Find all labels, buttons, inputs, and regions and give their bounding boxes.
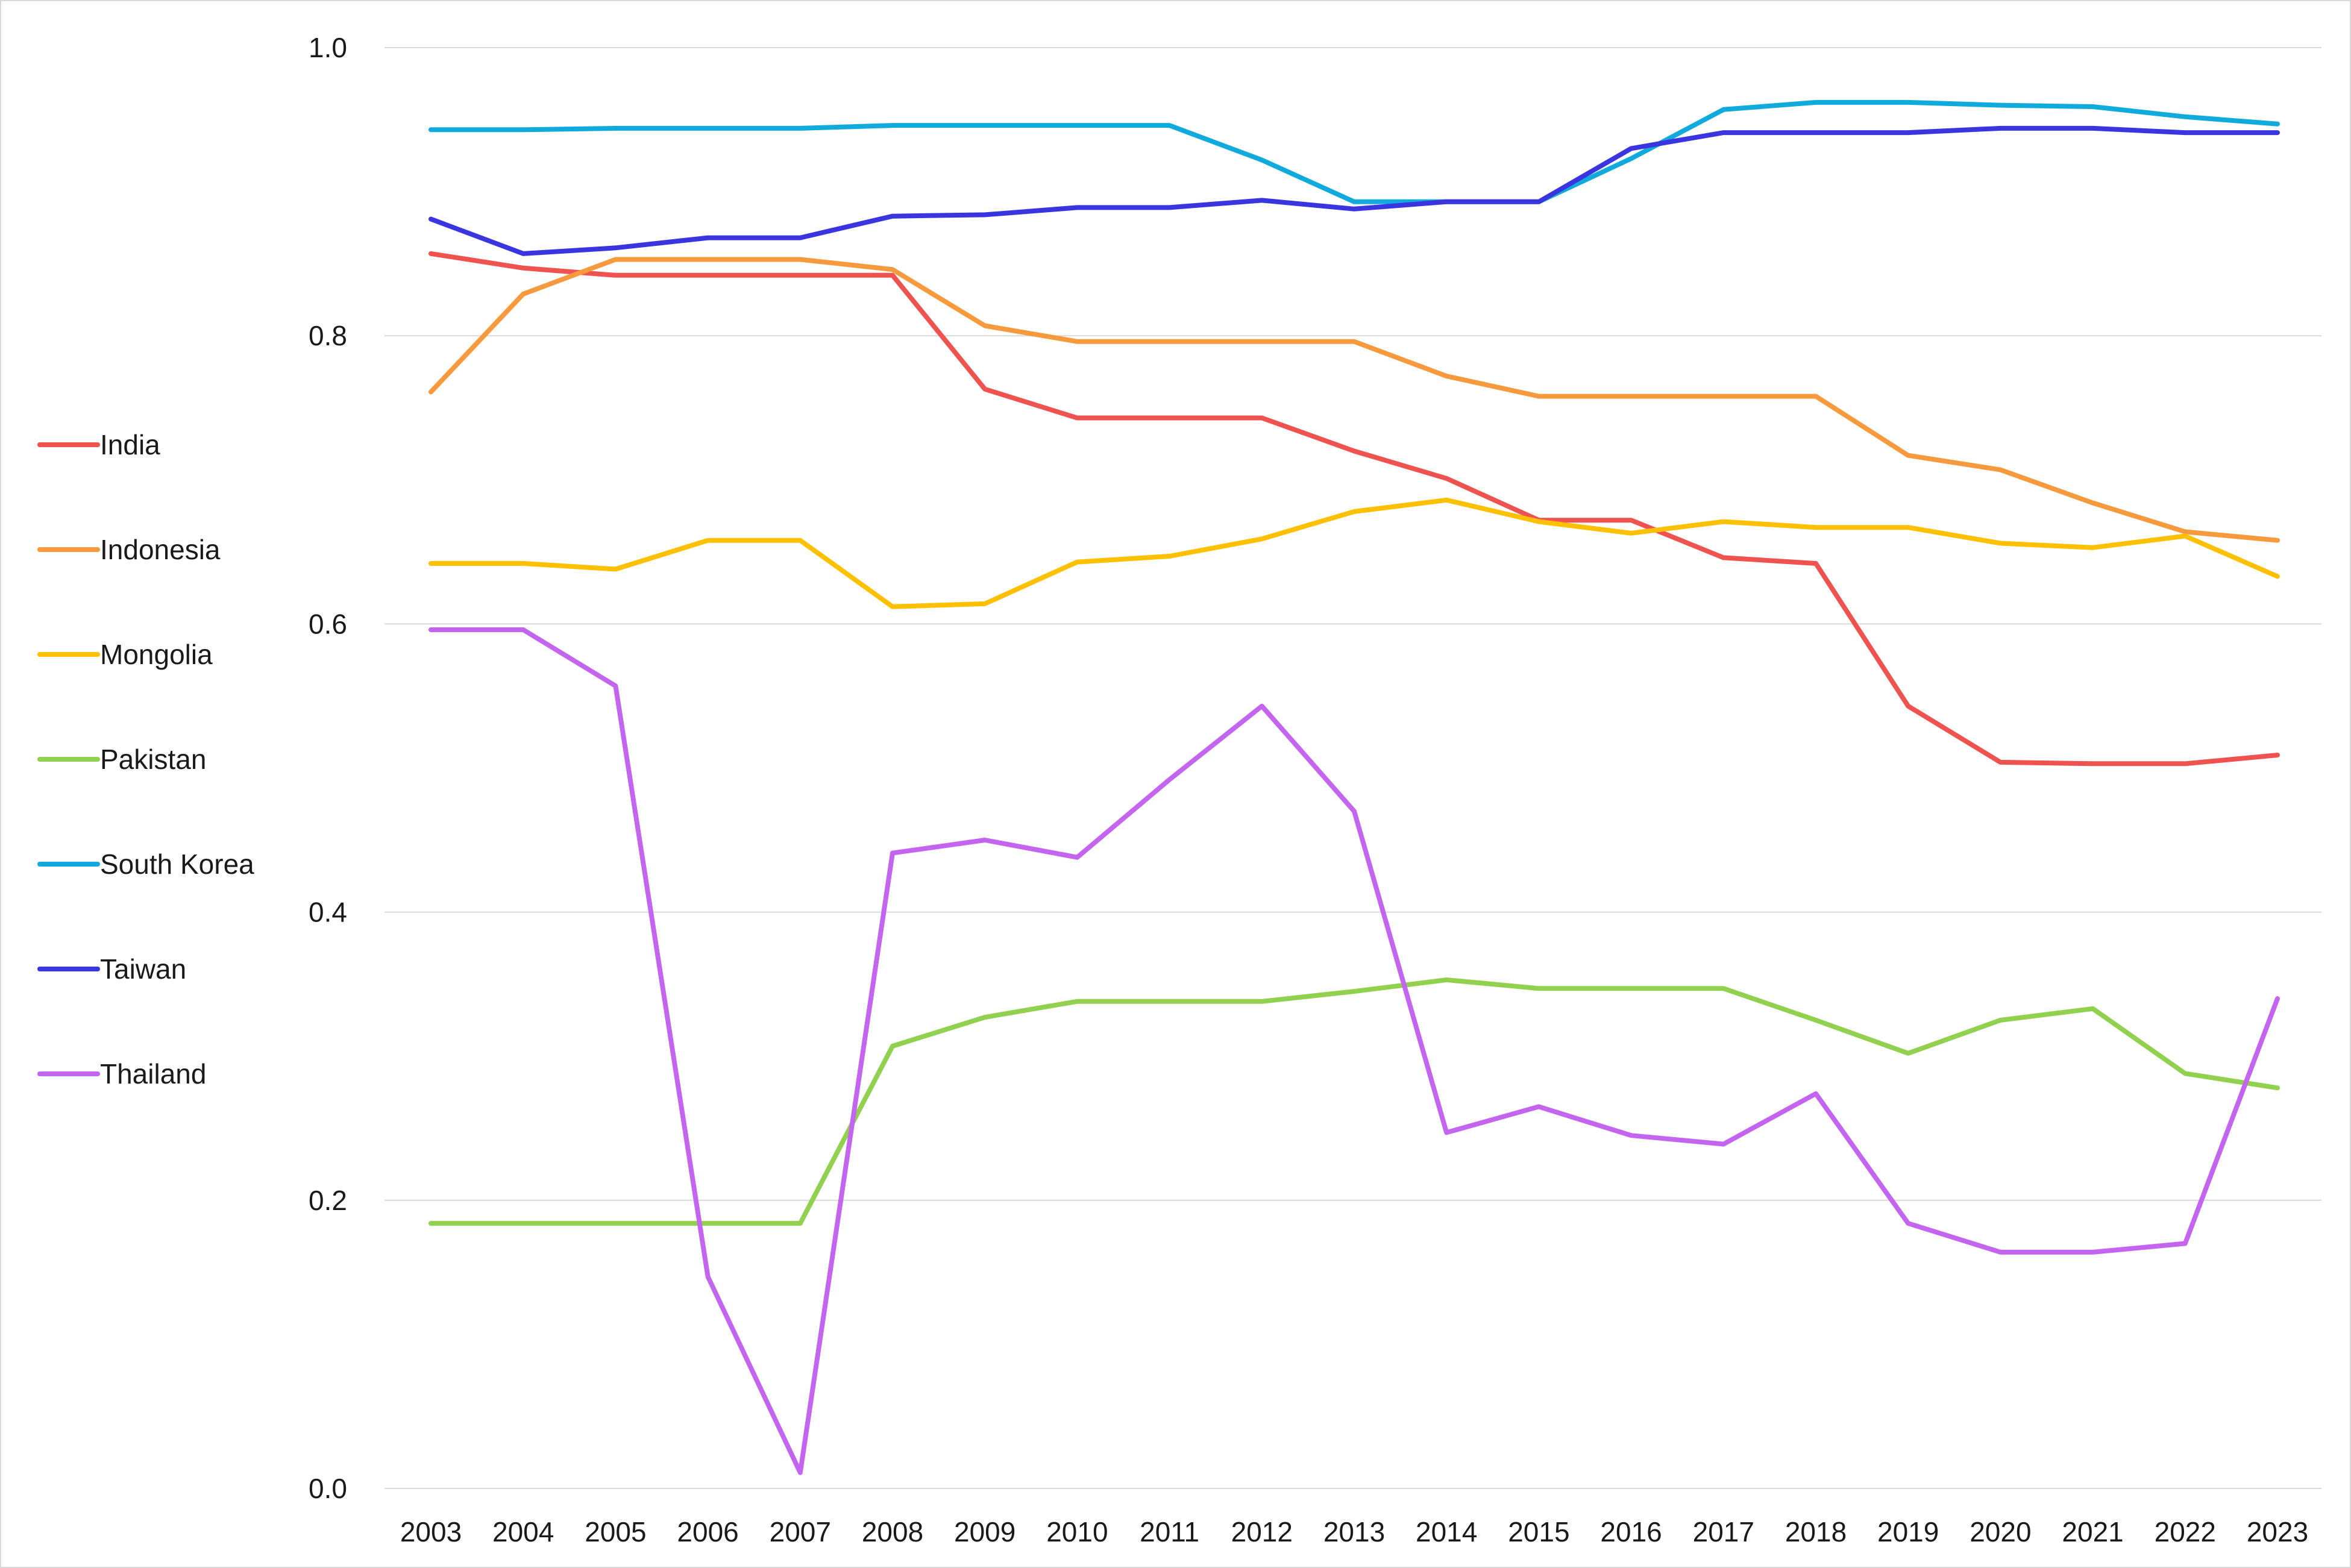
x-tick-label: 2013 — [1323, 1516, 1385, 1548]
x-tick-label: 2023 — [2247, 1516, 2308, 1548]
x-tick-label: 2017 — [1693, 1516, 1754, 1548]
x-tick-label: 2019 — [1877, 1516, 1939, 1548]
y-tick-label: 0.6 — [309, 608, 347, 639]
series-line-taiwan — [428, 125, 2280, 256]
legend-label: Pakistan — [100, 744, 206, 775]
gridlines — [385, 47, 2321, 1201]
series-line-india — [428, 251, 2280, 767]
x-tick-label: 2022 — [2155, 1516, 2216, 1548]
x-tick-label: 2006 — [677, 1516, 738, 1548]
y-tick-label: 1.0 — [309, 32, 347, 63]
legend-item-thailand: Thailand — [37, 1058, 206, 1090]
y-tick-label: 0.2 — [309, 1185, 347, 1216]
series-line-thailand — [428, 627, 2280, 1475]
series-line-mongolia — [428, 497, 2280, 609]
legend-item-mongolia: Mongolia — [37, 639, 213, 670]
y-tick-label: 0.0 — [309, 1473, 347, 1504]
legend-item-india: India — [37, 429, 160, 460]
x-tick-label: 2016 — [1600, 1516, 1662, 1548]
x-tick-label: 2010 — [1046, 1516, 1108, 1548]
x-tick-label: 2008 — [862, 1516, 923, 1548]
x-tick-label: 2014 — [1416, 1516, 1477, 1548]
x-tick-label: 2003 — [400, 1516, 462, 1548]
legend-label: Taiwan — [100, 953, 186, 985]
x-tick-label: 2020 — [1970, 1516, 2031, 1548]
x-tick-label: 2007 — [770, 1516, 831, 1548]
legend-item-pakistan: Pakistan — [37, 744, 206, 775]
x-tick-label: 2012 — [1231, 1516, 1293, 1548]
y-tick-label: 0.8 — [309, 320, 347, 351]
y-axis-tick-labels: 0.0 0.2 0.4 0.6 0.8 1.0 — [309, 32, 347, 1504]
legend-label: South Korea — [100, 848, 254, 880]
legend-item-taiwan: Taiwan — [37, 953, 186, 985]
series-line-indonesia — [428, 257, 2280, 543]
x-axis-tick-labels: 2003 2004 2005 2006 2007 2008 2009 2010 2011 2012… — [400, 1516, 2308, 1548]
legend: India Indonesia Mongolia Pakistan South Kore… — [37, 429, 254, 1090]
legend-label: Thailand — [100, 1058, 206, 1090]
legend-item-south-korea: South Korea — [37, 848, 254, 880]
legend-label: Mongolia — [100, 639, 213, 670]
series-lines — [428, 99, 2280, 1475]
x-tick-label: 2005 — [585, 1516, 646, 1548]
legend-item-indonesia: Indonesia — [37, 534, 221, 565]
x-tick-label: 2018 — [1785, 1516, 1847, 1548]
legend-label: Indonesia — [100, 534, 221, 565]
y-tick-label: 0.4 — [309, 897, 347, 928]
x-tick-label: 2015 — [1508, 1516, 1569, 1548]
x-tick-label: 2004 — [492, 1516, 554, 1548]
x-tick-label: 2009 — [954, 1516, 1015, 1548]
series-line-south-korea — [428, 99, 2280, 204]
series-line-pakistan — [428, 977, 2280, 1226]
legend-label: India — [100, 429, 160, 460]
x-tick-label: 2021 — [2062, 1516, 2123, 1548]
x-tick-label: 2011 — [1140, 1516, 1199, 1548]
